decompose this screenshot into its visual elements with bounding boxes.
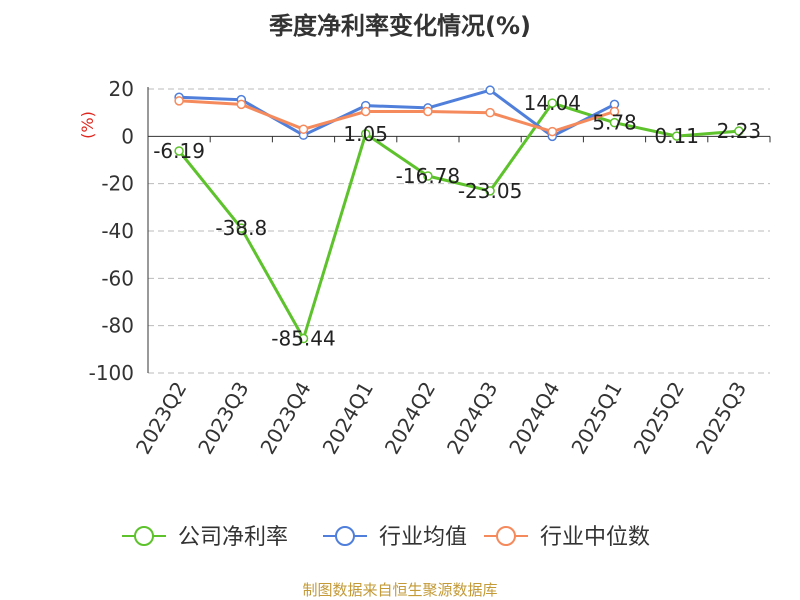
series-line-2 [179,99,615,134]
data-point[interactable] [671,131,682,141]
data-point[interactable] [423,171,433,181]
data-point[interactable] [298,124,309,134]
data-label: 1.05 [343,122,388,146]
x-tick-label: 2024Q3 [442,377,502,458]
x-tick-label: 2023Q3 [193,378,253,459]
data-point[interactable] [236,223,247,233]
legend-marker [134,526,154,546]
data-point[interactable] [485,186,495,196]
legend-item[interactable]: 行业均值 [379,525,467,550]
y-tick-label: 20 [109,77,134,101]
source-text: 制图数据来自恒生聚源数据库 [302,581,497,599]
series-line-0 [177,101,740,340]
chart-title: 季度净利率变化情况(%) [269,12,531,40]
data-labels: -6.19 -38.8 -85.44 1.05 -16.78-23.05 14.04 5.7… [153,91,761,350]
data-point[interactable] [734,126,744,136]
data-label: -85.44 [271,327,335,351]
legend-marker [496,526,516,546]
legend[interactable]: 公司净利率 行业均值 行业中位数 [122,525,650,550]
y-axis-label: (%) [78,111,97,139]
y-tick-label: -40 [101,219,134,243]
x-tick-label: 2025Q1 [566,378,626,459]
data-point[interactable] [174,146,184,156]
y-tick-label: -80 [101,314,134,338]
legend-item[interactable]: 行业中位数 [540,525,650,550]
y-tick-label: -20 [101,172,134,196]
data-point[interactable] [423,106,433,117]
data-point[interactable] [360,106,371,117]
data-label: 14.04 [524,91,581,115]
data-label: -16.78 [396,164,460,188]
data-label: -23.05 [458,179,522,203]
data-point[interactable] [360,129,371,139]
y-tick-label: -60 [101,266,134,290]
x-tick-label: 2025Q3 [691,378,751,459]
data-point[interactable] [547,126,558,137]
data-point[interactable] [485,85,495,95]
data-point[interactable] [236,99,247,110]
data-point[interactable] [609,117,620,128]
data-label: 5.78 [592,111,637,135]
data-point[interactable] [298,333,309,344]
x-tick-label: 2024Q2 [380,378,440,459]
x-tick-label: 2025Q2 [629,378,689,459]
data-point[interactable] [609,106,620,117]
data-label: 0.11 [654,124,699,148]
data-point[interactable] [485,107,495,118]
data-label: -38.8 [215,216,267,240]
data-point[interactable] [547,98,558,108]
data-label: -6.19 [153,139,205,163]
data-point[interactable] [174,96,184,106]
legend-item[interactable]: 公司净利率 [178,525,288,550]
legend-marker [335,526,355,546]
y-tick-label: 0 [121,124,134,148]
y-tick-label: -100 [89,361,134,385]
series-lines [174,85,744,344]
x-tick-label: 2024Q1 [318,378,378,459]
x-tick-label: 2023Q4 [255,378,315,459]
x-tick-label: 2023Q2 [131,378,191,459]
x-tick-label: 2024Q4 [504,378,564,459]
data-label: 2.23 [717,119,762,143]
